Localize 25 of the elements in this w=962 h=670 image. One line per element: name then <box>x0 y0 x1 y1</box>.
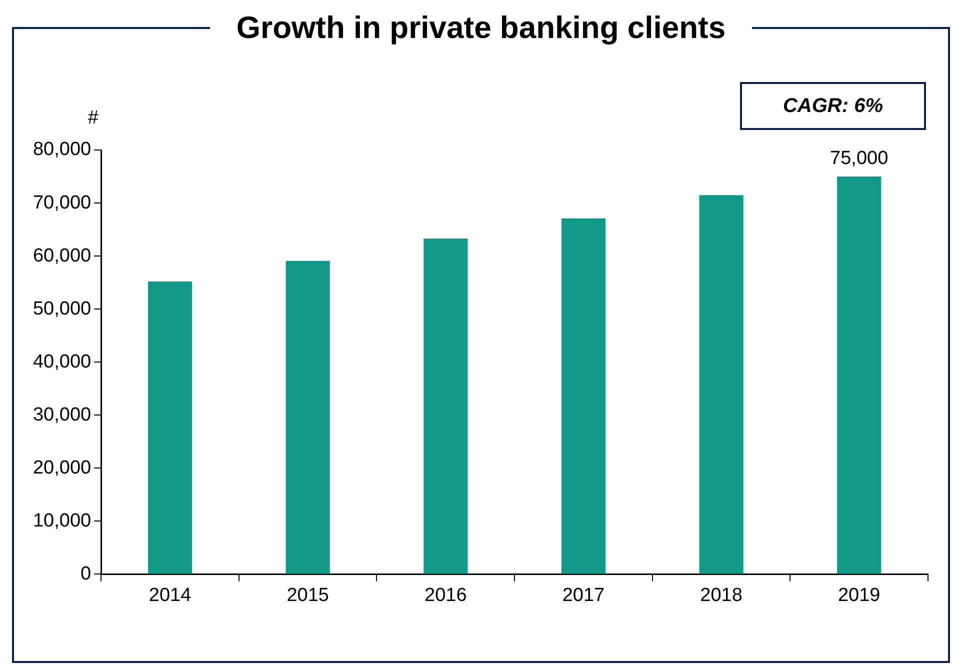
data-label: 75,000 <box>830 148 888 170</box>
x-tick-label: 2018 <box>700 584 742 606</box>
y-tick-label: 40,000 <box>32 351 92 372</box>
bar <box>424 238 468 574</box>
chart-title: Growth in private banking clients <box>210 10 752 45</box>
bar <box>561 218 606 574</box>
x-tick-label: 2017 <box>562 584 605 606</box>
bar <box>148 282 192 574</box>
x-tick-label: 2015 <box>286 584 329 606</box>
bar <box>699 195 744 574</box>
y-tick-label: 60,000 <box>32 245 92 266</box>
x-tick-label: 2016 <box>424 584 467 606</box>
y-tick-label: 30,000 <box>32 404 92 426</box>
y-axis-title: # <box>88 108 99 129</box>
x-tick-label: 2019 <box>838 584 880 606</box>
y-tick-label: 0 <box>80 563 92 584</box>
y-tick-label: 70,000 <box>32 192 92 214</box>
y-tick-label: 20,000 <box>32 457 92 478</box>
bar <box>837 176 882 574</box>
y-tick-label: 10,000 <box>32 510 92 532</box>
y-tick-label: 50,000 <box>32 298 92 320</box>
text: CAGR: 6% <box>740 82 926 130</box>
bar <box>286 260 330 574</box>
x-tick-label: 2014 <box>148 584 192 606</box>
y-tick-label: 80,000 <box>32 139 92 160</box>
